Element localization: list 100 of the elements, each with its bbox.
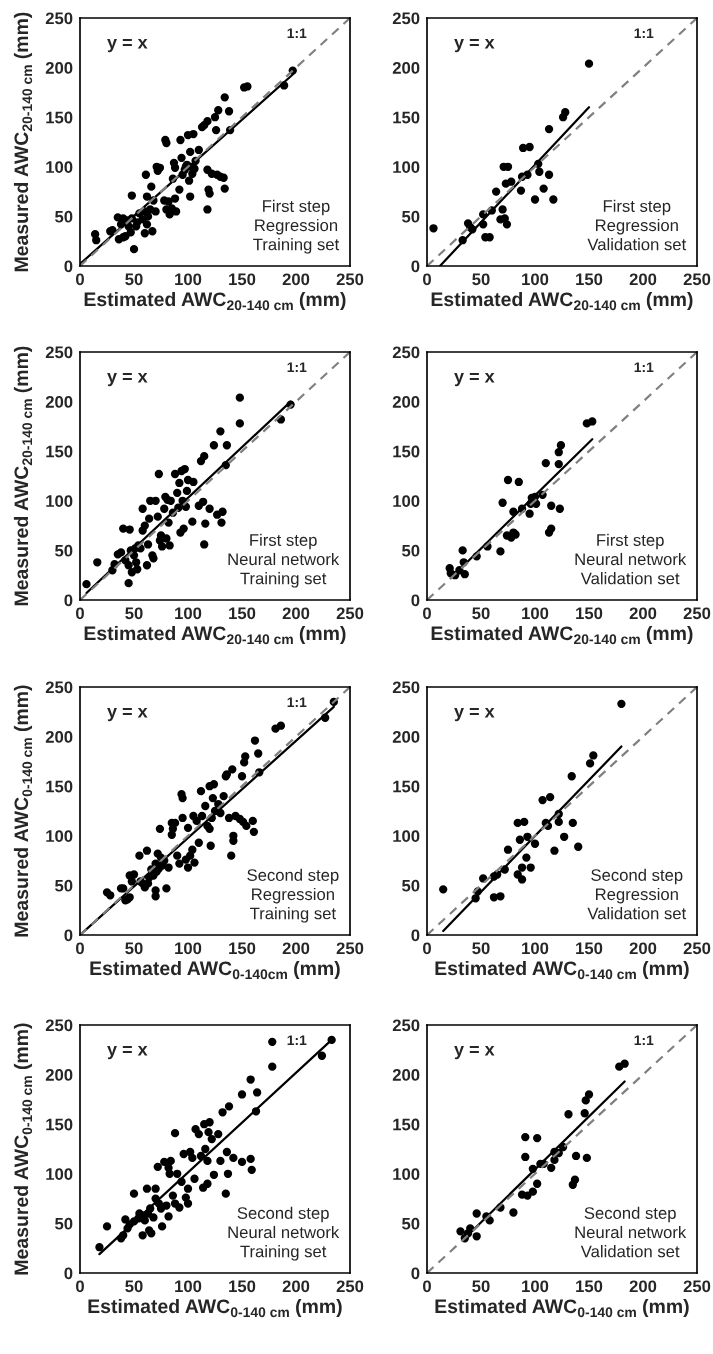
x-tick-label: 150 [576, 607, 603, 620]
annotation: Second step Neural network Validation set [575, 1206, 687, 1258]
point [521, 1152, 530, 1162]
point [472, 1232, 481, 1241]
x-tick-label: 100 [522, 942, 549, 955]
x-tick-label: 0 [76, 942, 84, 955]
point [521, 1132, 530, 1142]
x-tick-label: 250 [683, 942, 711, 955]
x-tick-label: 0 [423, 273, 431, 286]
annotation: Second step Regression Validation set [587, 868, 687, 920]
x-tick-label: 100 [175, 1280, 202, 1293]
y-tick-label: 0 [64, 929, 73, 942]
y-axis-title: Measured AWC0-140 cm (mm) [13, 685, 33, 937]
point [588, 417, 597, 426]
y-tick-label: 250 [392, 681, 420, 694]
point [550, 1155, 559, 1165]
point [472, 1209, 481, 1218]
x-tick-label: 100 [175, 273, 202, 286]
point [520, 817, 529, 827]
point [530, 839, 540, 848]
y-tick-label: 100 [46, 1168, 73, 1180]
point [460, 570, 469, 579]
y-tick-label: 100 [46, 495, 73, 507]
x-tick-label: 50 [125, 1280, 143, 1293]
annotation: 1:1 [634, 28, 654, 38]
annotation: First step Regression Training set [253, 199, 340, 254]
point [509, 1208, 518, 1217]
point [496, 892, 505, 901]
y-tick-label: 150 [393, 780, 420, 793]
x-tick-label: 250 [683, 1280, 711, 1293]
annotation: y = x [107, 1045, 148, 1060]
y-tick-label: 50 [402, 1217, 420, 1230]
x-tick-label: 50 [472, 273, 490, 286]
point [547, 524, 556, 533]
y-tick-label: 50 [55, 210, 73, 223]
x-tick-label: 0 [76, 1280, 84, 1293]
point [559, 832, 569, 841]
annotation: y = x [454, 1045, 495, 1060]
point [525, 509, 534, 518]
annotation: 1:1 [287, 697, 307, 707]
annotation: y = x [454, 372, 495, 387]
x-tick-label: 150 [229, 1280, 256, 1293]
y-tick-label: 100 [393, 830, 420, 842]
x-tick-label: 0 [76, 273, 84, 286]
point [554, 817, 563, 827]
x-tick-label: 150 [576, 1280, 603, 1293]
y-tick-label: 100 [393, 161, 420, 173]
point [585, 759, 595, 768]
annotation: First step Neural network Validation set [575, 533, 687, 585]
point [429, 224, 438, 233]
point [498, 498, 507, 507]
annotation: First step Regression Validation set [587, 199, 687, 251]
point [535, 167, 544, 176]
point [456, 1227, 465, 1236]
x-tick-label: 0 [76, 607, 84, 620]
y-tick-label: 200 [392, 62, 420, 74]
point [526, 863, 535, 872]
annotation: 1:1 [634, 1035, 654, 1045]
x-tick-label: 200 [282, 273, 310, 286]
y-tick-label: 150 [393, 111, 420, 124]
x-tick-label: 50 [472, 1280, 490, 1293]
point [567, 772, 576, 781]
point [555, 504, 565, 513]
annotation: y = x [454, 707, 495, 722]
y-tick-label: 0 [64, 594, 73, 607]
point [550, 846, 559, 855]
point [571, 1151, 581, 1161]
annotation: First step Neural network Training set [228, 533, 340, 588]
y-tick-label: 150 [46, 780, 73, 793]
point [544, 124, 554, 134]
x-tick-label: 50 [125, 273, 143, 286]
y-tick-label: 150 [393, 445, 420, 458]
point [568, 818, 577, 828]
point [547, 501, 556, 510]
y-tick-label: 0 [411, 594, 420, 607]
point [541, 458, 550, 468]
y-tick-label: 0 [411, 929, 420, 942]
point [496, 547, 505, 556]
point [525, 142, 534, 152]
point [503, 475, 513, 485]
y-tick-label: 50 [55, 1217, 73, 1230]
y-tick-label: 250 [392, 1019, 420, 1032]
y-tick-label: 100 [46, 161, 73, 173]
point [574, 842, 583, 851]
y-tick-label: 200 [45, 1069, 73, 1081]
point [514, 477, 523, 487]
x-tick-label: 150 [229, 607, 256, 620]
annotation: 1:1 [287, 362, 307, 372]
annotation: Second step Neural network Training set [228, 1206, 340, 1261]
point [580, 1109, 589, 1118]
y-tick-label: 100 [46, 830, 73, 842]
y-tick-label: 150 [46, 1118, 73, 1131]
y-tick-label: 50 [402, 210, 420, 223]
y-tick-label: 200 [392, 396, 420, 408]
point [515, 835, 525, 844]
annotation: 1:1 [634, 362, 654, 372]
point [554, 459, 563, 469]
x-tick-label: 50 [472, 607, 490, 620]
x-tick-label: 100 [522, 273, 549, 286]
point [556, 441, 566, 450]
